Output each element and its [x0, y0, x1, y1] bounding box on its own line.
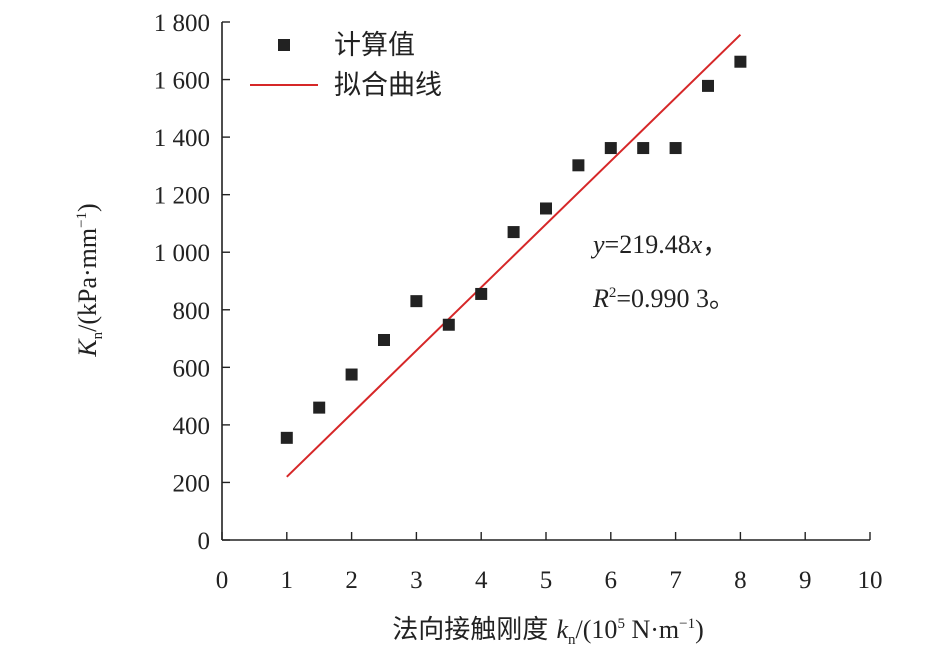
- y-tick-label: 600: [173, 355, 211, 382]
- x-tick-label: 0: [216, 567, 229, 594]
- legend-label-line: 拟合曲线: [334, 70, 442, 101]
- x-tick-label: 6: [605, 567, 618, 594]
- x-tick-label: 9: [799, 567, 812, 594]
- y-tick-label: 200: [173, 470, 211, 497]
- xlabel-mid: /(10: [576, 615, 618, 644]
- ylabel-sub: n: [90, 331, 106, 339]
- y-tick-label: 1 200: [154, 183, 210, 210]
- data-point: [637, 142, 650, 155]
- x-tick-label: 2: [345, 567, 358, 594]
- axes: 0 200 400 600 800 1 000 1 200 1 400 1 600 1 800 0…: [154, 10, 883, 594]
- x-tick-label: 7: [669, 567, 682, 594]
- xlabel-suffix: ): [695, 615, 704, 644]
- x-tick-label: 8: [734, 567, 747, 594]
- x-tick-label: 1: [281, 567, 294, 594]
- eq-var-x: x: [690, 230, 703, 259]
- data-point: [572, 159, 585, 172]
- x-tick-label: 5: [540, 567, 553, 594]
- y-tick-label: 1 600: [154, 68, 210, 95]
- xlabel-mid2: N·m: [625, 615, 679, 644]
- data-point: [378, 333, 390, 346]
- legend-label-scatter: 计算值: [334, 30, 415, 61]
- fit-line: [286, 33, 742, 478]
- data-point: [507, 226, 520, 239]
- xlabel-var: k: [557, 615, 569, 644]
- x-axis-title: 法向接触刚度 kn/(105 N·m−1): [392, 615, 704, 648]
- legend-marker-scatter: [278, 39, 290, 51]
- x-tick-label: 10: [858, 567, 883, 594]
- r2-var: R: [592, 284, 609, 313]
- legend: 计算值 拟合曲线: [250, 30, 442, 101]
- r2-sup: 2: [609, 285, 617, 301]
- equation-annotation: y=219.48x，: [590, 230, 728, 259]
- y-tick-label: 1 000: [154, 240, 210, 267]
- data-point: [345, 368, 358, 381]
- data-point: [313, 401, 326, 414]
- r2-value: =0.990 3。: [616, 284, 735, 313]
- y-axis-title: Kn/(kPa·mm−1): [73, 203, 106, 357]
- ylabel-mid: /(kPa·mm: [73, 228, 102, 332]
- eq-var-y: y: [590, 230, 605, 259]
- y-tick-label: 0: [198, 528, 211, 555]
- x-tick-label: 4: [475, 567, 488, 594]
- ylabel-sup: −1: [74, 212, 90, 228]
- xlabel-prefix: 法向接触刚度: [392, 615, 556, 645]
- xlabel-sub: n: [568, 632, 576, 648]
- data-point: [410, 295, 423, 308]
- data-points: [280, 55, 747, 444]
- data-point: [669, 142, 682, 155]
- y-tick-label: 800: [173, 298, 211, 325]
- data-point: [604, 142, 617, 155]
- data-point: [734, 55, 747, 68]
- data-point: [540, 202, 552, 215]
- eq-slope: =219.48: [605, 230, 691, 259]
- y-tick-label: 400: [173, 413, 211, 440]
- x-ticks: 0 1 2 3 4 5 6 7 8 9 10: [216, 532, 883, 594]
- eq-tail: ，: [702, 230, 728, 259]
- data-point: [442, 318, 455, 331]
- xlabel-sup: 5: [617, 616, 625, 632]
- xlabel-sup2: −1: [679, 616, 695, 632]
- data-point: [702, 79, 714, 92]
- y-tick-label: 1 400: [154, 125, 210, 152]
- y-tick-label: 1 800: [154, 10, 210, 37]
- data-point: [475, 287, 488, 300]
- data-point: [280, 431, 293, 444]
- x-tick-label: 3: [410, 567, 423, 594]
- ylabel-suffix: ): [73, 203, 102, 212]
- r-squared-annotation: R2=0.990 3。: [592, 284, 735, 313]
- y-ticks: 0 200 400 600 800 1 000 1 200 1 400 1 600 1 800: [154, 10, 230, 555]
- ylabel-var: K: [73, 338, 102, 358]
